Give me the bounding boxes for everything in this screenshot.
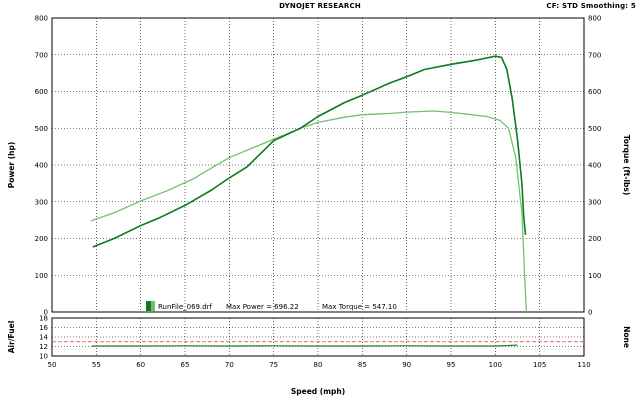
x-tick-label: 70 [225, 361, 234, 369]
y2-tick-label: 600 [588, 88, 601, 96]
y2-tick-label: 200 [588, 235, 601, 243]
x-tick-label: 85 [358, 361, 367, 369]
y-tick-label: 0 [44, 309, 48, 317]
y-tick-label: 300 [35, 198, 48, 206]
legend-swatch-power [146, 301, 151, 311]
x-tick-label: 95 [447, 361, 456, 369]
legend-swatch-torque [151, 301, 155, 311]
correction-info: CF: STD Smoothing: 5 [546, 2, 636, 10]
y2-tick-label: 300 [588, 198, 601, 206]
y2-axis-label: Torque (ft-lbs) [622, 135, 631, 196]
x-tick-label: 110 [577, 361, 590, 369]
x-tick-label: 90 [402, 361, 411, 369]
x-tick-label: 50 [48, 361, 57, 369]
x-tick-label: 60 [136, 361, 145, 369]
x-axis-label: Speed (mph) [291, 387, 345, 396]
y2-tick-label: 400 [588, 162, 601, 170]
legend-run-label: RunFile_069.drf [158, 303, 213, 311]
y-tick-label: 800 [35, 15, 48, 23]
afr-tick-label: 14 [39, 334, 48, 342]
chart-title: DYNOJET RESEARCH [279, 2, 361, 10]
x-tick-label: 80 [314, 361, 323, 369]
y2-tick-label: 700 [588, 51, 601, 59]
y-axis-label: Power (hp) [7, 142, 16, 189]
afr-right-axis-label: None [622, 326, 631, 348]
x-tick-label: 105 [533, 361, 546, 369]
afr-tick-label: 16 [39, 324, 48, 332]
y2-tick-label: 800 [588, 15, 601, 23]
x-tick-label: 75 [269, 361, 278, 369]
x-tick-label: 65 [181, 361, 190, 369]
legend-max-torque: Max Torque = 547.10 [322, 303, 397, 311]
y-tick-label: 700 [35, 51, 48, 59]
y2-tick-label: 500 [588, 125, 601, 133]
y-tick-label: 400 [35, 162, 48, 170]
x-tick-label: 100 [489, 361, 502, 369]
power-series-line [92, 55, 527, 248]
plot-frame [51, 17, 585, 313]
y-tick-label: 100 [35, 272, 48, 280]
y2-tick-label: 0 [588, 309, 592, 317]
y-tick-label: 600 [35, 88, 48, 96]
x-tick-label: 55 [92, 361, 101, 369]
afr-tick-label: 10 [39, 353, 48, 361]
afr-tick-label: 18 [39, 315, 48, 323]
torque-series-line [90, 110, 528, 313]
y-tick-label: 500 [35, 125, 48, 133]
y-tick-label: 200 [35, 235, 48, 243]
legend-max-power: Max Power = 696.22 [226, 303, 299, 311]
afr-tick-label: 12 [39, 343, 48, 351]
afr-series-line [91, 344, 518, 347]
y2-tick-label: 100 [588, 272, 601, 280]
afr-axis-label: Air/Fuel [7, 321, 16, 354]
